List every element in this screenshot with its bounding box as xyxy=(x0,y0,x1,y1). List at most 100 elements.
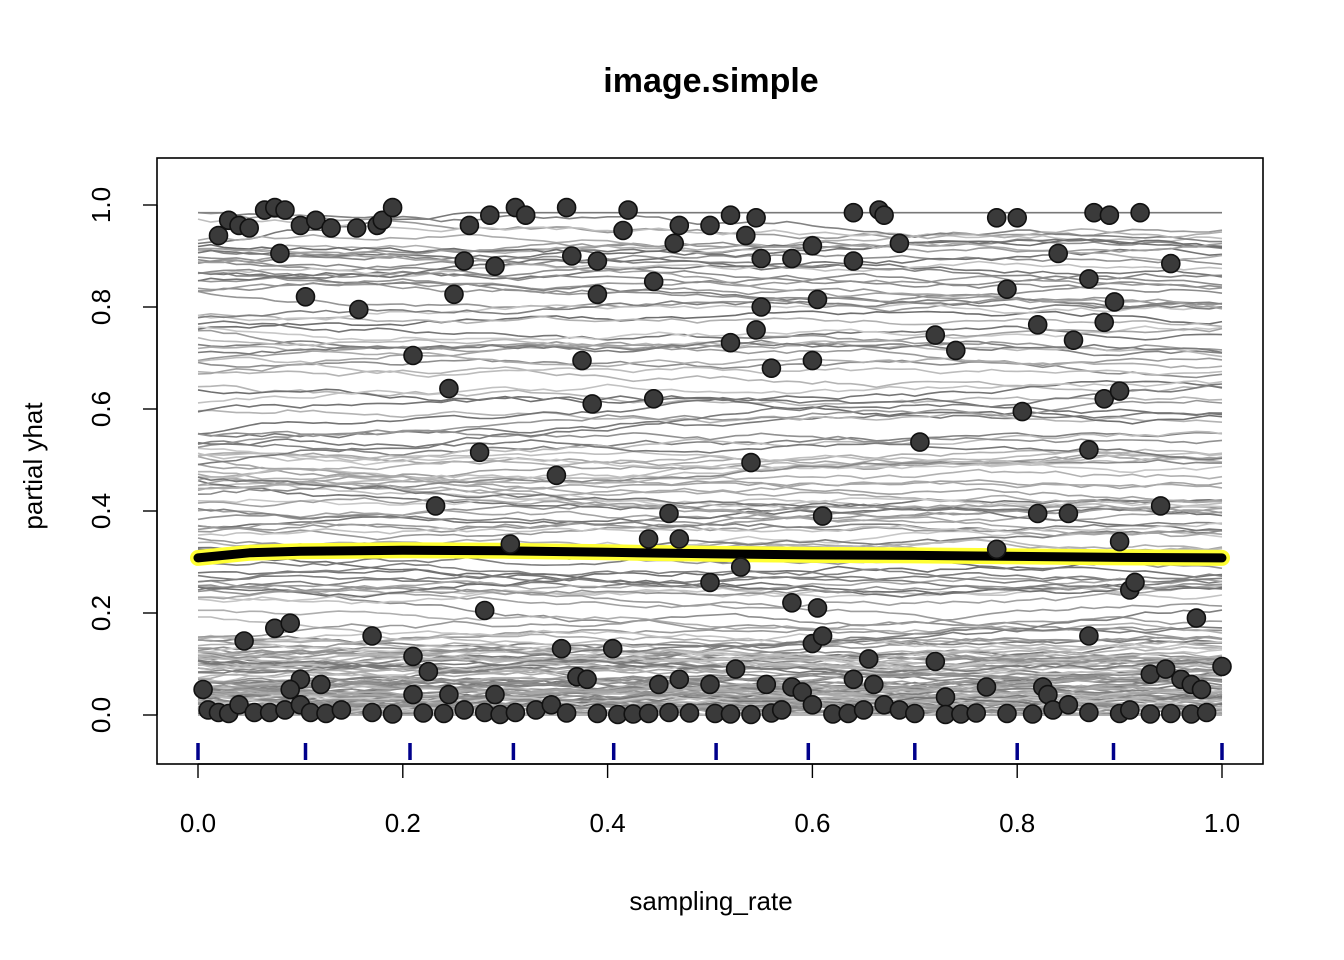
x-tick-label: 0.4 xyxy=(590,808,626,838)
observed-point xyxy=(1196,702,1217,723)
observed-point xyxy=(418,661,439,682)
observed-point xyxy=(679,703,700,723)
ice-curve xyxy=(197,271,1223,310)
observed-point xyxy=(474,600,495,621)
ice-curve xyxy=(197,356,1223,378)
ice-curve xyxy=(197,310,1223,330)
observed-point xyxy=(751,297,772,317)
observed-point xyxy=(556,703,577,723)
observed-point xyxy=(904,703,925,724)
observed-point xyxy=(587,251,608,271)
observed-point xyxy=(720,332,741,353)
observed-point xyxy=(1058,694,1079,715)
ice-curve xyxy=(197,644,1223,683)
ice-curve xyxy=(197,584,1223,632)
observed-point xyxy=(577,669,597,690)
observed-point xyxy=(735,225,756,246)
ice-curve xyxy=(197,312,1223,328)
observed-point xyxy=(295,286,316,307)
observed-point xyxy=(1007,208,1028,228)
ice-curve xyxy=(197,497,1223,514)
ice-curve xyxy=(197,383,1223,466)
ice-curve xyxy=(197,384,1223,407)
observed-point xyxy=(1079,702,1099,723)
observed-point xyxy=(812,626,833,646)
observed-point xyxy=(638,703,659,724)
observed-point xyxy=(889,233,910,254)
observed-point xyxy=(843,251,864,271)
observed-point xyxy=(782,248,802,269)
observed-point xyxy=(1094,312,1114,333)
observed-point xyxy=(669,529,690,549)
observed-point xyxy=(454,700,475,720)
observed-point xyxy=(910,432,930,452)
observed-point xyxy=(997,279,1017,300)
observed-point xyxy=(741,452,761,473)
observed-point xyxy=(1079,269,1099,289)
ice-curve xyxy=(197,523,1223,541)
observed-point xyxy=(782,592,802,613)
ice-curve xyxy=(197,506,1223,533)
observed-point xyxy=(925,325,946,345)
pdp-line-group xyxy=(190,542,1230,566)
ice-curve xyxy=(197,325,1223,341)
observed-point xyxy=(802,350,823,371)
y-tick-label: 0.6 xyxy=(86,391,116,427)
ice-curve xyxy=(197,476,1223,532)
observed-point xyxy=(1079,439,1099,460)
ice-curve xyxy=(197,529,1223,567)
observed-point xyxy=(485,684,505,705)
observed-point xyxy=(541,694,562,715)
observed-point xyxy=(403,684,423,705)
observed-point xyxy=(613,220,633,241)
y-tick-label: 1.0 xyxy=(86,187,116,223)
observed-point xyxy=(997,703,1017,724)
ice-curve xyxy=(197,450,1223,465)
observed-point xyxy=(444,284,464,305)
observed-point xyxy=(863,674,884,695)
observed-point xyxy=(1048,243,1068,264)
observed-point xyxy=(792,682,813,702)
observed-point xyxy=(425,496,446,516)
ice-curve xyxy=(197,479,1223,497)
observed-point xyxy=(1104,292,1125,312)
observed-point xyxy=(1161,703,1181,724)
ice-curve xyxy=(197,358,1223,379)
y-tick-label: 0.2 xyxy=(86,595,116,631)
observed-point xyxy=(239,218,259,238)
pdp-line xyxy=(193,545,1227,563)
observed-point xyxy=(802,694,823,715)
observed-point xyxy=(843,202,864,223)
observed-point xyxy=(659,503,679,524)
observed-point xyxy=(305,210,326,231)
x-tick-label: 0.2 xyxy=(385,808,421,838)
observed-point xyxy=(1027,503,1048,524)
ice-curve xyxy=(197,340,1223,355)
observed-point xyxy=(556,197,577,218)
rug-marks xyxy=(196,743,1224,760)
ice-curve xyxy=(197,522,1223,537)
observed-point xyxy=(756,674,777,695)
observed-point xyxy=(700,572,720,593)
x-axis: 0.0 0.2 0.4 0.6 0.8 1.0 xyxy=(180,763,1240,838)
observed-point xyxy=(362,702,382,723)
ice-curve xyxy=(197,249,1223,280)
observed-point xyxy=(331,700,352,720)
observed-point xyxy=(193,679,213,700)
observed-point xyxy=(643,388,664,409)
observed-point xyxy=(843,669,864,690)
observed-point xyxy=(229,694,249,715)
ice-curve xyxy=(197,430,1223,460)
ice-curve xyxy=(197,459,1222,495)
observed-point xyxy=(1099,205,1120,225)
ice-curve xyxy=(197,238,1223,259)
observed-point xyxy=(1109,531,1130,552)
ice-curve xyxy=(197,409,1223,424)
observed-point xyxy=(1140,704,1161,724)
observed-point xyxy=(439,684,459,705)
ice-curve xyxy=(197,655,1223,678)
ice-curve xyxy=(197,438,1223,461)
ice-curve xyxy=(197,380,1223,404)
ice-curve xyxy=(197,379,1223,435)
observed-point xyxy=(1079,626,1099,646)
